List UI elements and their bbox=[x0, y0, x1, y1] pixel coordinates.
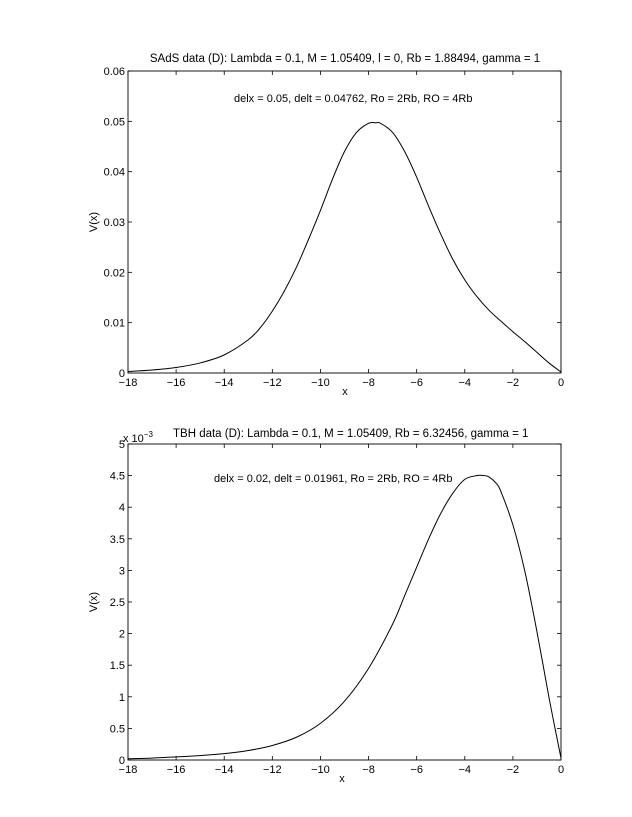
x-tick-label: 0 bbox=[558, 764, 564, 776]
exponent-power: −3 bbox=[144, 430, 154, 439]
y-tick-label: 1.5 bbox=[110, 660, 125, 672]
chart-annotation: delx = 0.02, delt = 0.01961, Ro = 2Rb, R… bbox=[214, 473, 453, 485]
x-tick-label: −8 bbox=[362, 764, 375, 776]
x-tick-label: −12 bbox=[263, 764, 282, 776]
y-axis-label: V(x) bbox=[88, 592, 100, 612]
x-tick-label: −2 bbox=[507, 764, 520, 776]
y-tick-label: 4 bbox=[119, 502, 125, 514]
y-tick-label: 0 bbox=[119, 755, 125, 767]
y-axis-exponent: x 10−3 bbox=[123, 430, 153, 445]
x-tick-label: −4 bbox=[459, 377, 472, 389]
chart-annotation: delx = 0.05, delt = 0.04762, Ro = 2Rb, R… bbox=[234, 93, 473, 105]
x-axis-label: x bbox=[339, 773, 345, 785]
y-tick-label: 0.5 bbox=[110, 723, 125, 735]
x-tick-label: −12 bbox=[263, 377, 282, 389]
x-tick-label: −16 bbox=[167, 377, 186, 389]
chart-tbh: TBH data (D): Lambda = 0.1, M = 1.05409,… bbox=[88, 428, 564, 785]
x-tick-label: −10 bbox=[311, 377, 330, 389]
y-axis-label: V(x) bbox=[88, 212, 100, 232]
x-tick-label: −2 bbox=[507, 377, 520, 389]
x-tick-label: −6 bbox=[410, 764, 423, 776]
y-tick-label: 0.04 bbox=[104, 167, 125, 179]
y-tick-label: 0.03 bbox=[104, 217, 125, 229]
x-tick-label: −16 bbox=[167, 764, 186, 776]
x-tick-label: 0 bbox=[558, 377, 564, 389]
x-tick-label: −18 bbox=[119, 377, 138, 389]
series-line bbox=[127, 474, 562, 760]
y-tick-label: 2 bbox=[119, 629, 125, 641]
x-tick-label: −18 bbox=[119, 764, 138, 776]
chart-title: SAdS data (D): Lambda = 0.1, M = 1.05409… bbox=[150, 53, 540, 65]
chart-sads: SAdS data (D): Lambda = 0.1, M = 1.05409… bbox=[88, 53, 564, 398]
y-tick-label: 1 bbox=[119, 692, 125, 704]
y-tick-label: 0.06 bbox=[104, 66, 125, 78]
y-tick-label: 3 bbox=[119, 565, 125, 577]
y-tick-label: 0.05 bbox=[104, 116, 125, 128]
x-axis-label: x bbox=[342, 386, 348, 398]
y-tick-label: 4.5 bbox=[110, 471, 125, 483]
x-tick-label: −6 bbox=[410, 377, 423, 389]
exponent-base: x 10 bbox=[123, 433, 144, 445]
plot-frame bbox=[127, 443, 562, 761]
x-tick-label: −10 bbox=[311, 764, 330, 776]
y-tick-label: 0 bbox=[119, 368, 125, 380]
series-line bbox=[127, 121, 562, 373]
y-tick-label: 0.01 bbox=[104, 318, 125, 330]
chart-title: TBH data (D): Lambda = 0.1, M = 1.05409,… bbox=[173, 428, 528, 440]
x-tick-label: −14 bbox=[215, 764, 234, 776]
y-tick-label: 5 bbox=[119, 439, 125, 451]
plot-frame bbox=[127, 70, 562, 374]
y-tick-label: 0.02 bbox=[104, 267, 125, 279]
x-tick-label: −4 bbox=[459, 764, 472, 776]
x-tick-label: −8 bbox=[362, 377, 375, 389]
y-tick-label: 2.5 bbox=[110, 597, 125, 609]
y-tick-label: 3.5 bbox=[110, 534, 125, 546]
x-tick-label: −14 bbox=[215, 377, 234, 389]
